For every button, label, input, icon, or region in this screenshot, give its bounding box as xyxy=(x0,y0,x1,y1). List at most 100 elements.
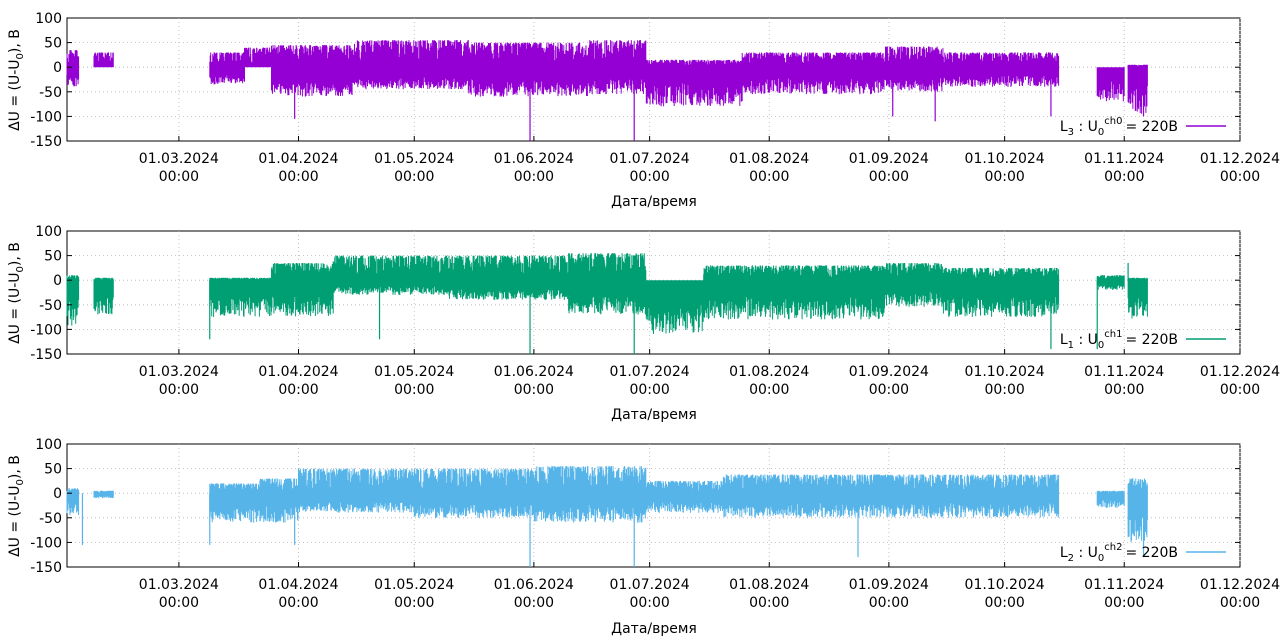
x-tick-label: 01.09.2024 xyxy=(849,151,929,167)
y-tick-label: -150 xyxy=(30,347,62,363)
x-tick-time: 00:00 xyxy=(984,169,1024,185)
x-tick-label: 01.05.2024 xyxy=(374,151,454,167)
x-tick-time: 00:00 xyxy=(159,382,199,398)
x-tick-time: 00:00 xyxy=(869,595,909,611)
x-tick-time: 00:00 xyxy=(1104,595,1144,611)
y-tick-label: 50 xyxy=(44,462,62,478)
x-tick-label: 01.07.2024 xyxy=(610,151,690,167)
chart-panel-3: 100 50 0 -50 -100 -150 01.03.2024 00:00 01.04.2… xyxy=(7,437,1280,637)
y-tick-label: 100 xyxy=(35,224,62,240)
x-tick-time: 00:00 xyxy=(514,382,554,398)
chart-1-y-axis-label: ΔU = (U-U0), В xyxy=(7,29,26,131)
x-tick-time: 00:00 xyxy=(514,595,554,611)
y-tick-label: 0 xyxy=(53,60,62,76)
chart-2-y-axis-label: ΔU = (U-U0), В xyxy=(7,242,26,344)
x-tick-label: 01.03.2024 xyxy=(139,151,219,167)
x-tick-label: 01.04.2024 xyxy=(258,364,338,380)
chart-1-x-ticks: 01.03.2024 00:00 01.04.2024 00:00 01.05.2024… xyxy=(139,136,1280,185)
x-tick-time: 00:00 xyxy=(1220,169,1260,185)
y-tick-label: 50 xyxy=(44,249,62,265)
x-tick-time: 00:00 xyxy=(278,382,318,398)
chart-3-legend: L2 : U0ch2 = 220В xyxy=(1060,542,1226,564)
y-tick-label: -150 xyxy=(30,560,62,576)
chart-panel-1: 100 50 0 -50 -100 -150 01.03.2024 00:00 01.04.2… xyxy=(7,11,1280,210)
x-tick-label: 01.12.2024 xyxy=(1200,151,1280,167)
x-tick-time: 00:00 xyxy=(749,169,789,185)
x-tick-time: 00:00 xyxy=(394,595,434,611)
x-tick-label: 01.09.2024 xyxy=(849,364,929,380)
x-tick-label: 01.07.2024 xyxy=(610,364,690,380)
x-tick-label: 01.03.2024 xyxy=(139,364,219,380)
chart-3-grid xyxy=(67,444,1241,567)
x-tick-label: 01.08.2024 xyxy=(729,577,809,593)
y-tick-label: -50 xyxy=(39,511,62,527)
x-tick-time: 00:00 xyxy=(984,595,1024,611)
x-tick-label: 01.09.2024 xyxy=(849,577,929,593)
x-tick-label: 01.11.2024 xyxy=(1084,577,1164,593)
chart-1-y-ticks: 100 50 0 -50 -100 -150 xyxy=(30,11,1240,150)
x-tick-time: 00:00 xyxy=(278,169,318,185)
y-tick-label: -50 xyxy=(39,298,62,314)
x-tick-time: 00:00 xyxy=(869,382,909,398)
x-tick-time: 00:00 xyxy=(159,595,199,611)
x-tick-time: 00:00 xyxy=(629,595,669,611)
y-tick-label: 100 xyxy=(35,11,62,27)
x-tick-time: 00:00 xyxy=(629,169,669,185)
chart-1-legend-label: L3 : U0ch0 = 220В xyxy=(1060,116,1178,138)
chart-1-legend: L3 : U0ch0 = 220В xyxy=(1060,116,1226,138)
series-envelope xyxy=(66,253,1148,334)
chart-1-x-axis-label: Дата/время xyxy=(611,194,697,210)
x-tick-time: 00:00 xyxy=(1104,382,1144,398)
x-tick-time: 00:00 xyxy=(278,595,318,611)
x-tick-label: 01.10.2024 xyxy=(965,364,1045,380)
y-tick-label: -150 xyxy=(30,134,62,150)
x-tick-label: 01.10.2024 xyxy=(965,151,1045,167)
x-tick-time: 00:00 xyxy=(1220,382,1260,398)
chart-3-x-ticks: 01.03.2024 00:00 01.04.2024 00:00 01.05.2024… xyxy=(139,562,1280,611)
x-tick-label: 01.07.2024 xyxy=(610,577,690,593)
x-tick-label: 01.05.2024 xyxy=(374,577,454,593)
x-tick-label: 01.12.2024 xyxy=(1200,577,1280,593)
x-tick-label: 01.12.2024 xyxy=(1200,364,1280,380)
y-tick-label: -100 xyxy=(30,109,62,125)
x-tick-label: 01.03.2024 xyxy=(139,577,219,593)
series-envelope xyxy=(66,40,1148,114)
chart-2-legend: L1 : U0ch1 = 220В xyxy=(1060,329,1226,351)
x-tick-label: 01.08.2024 xyxy=(729,151,809,167)
series-envelope xyxy=(66,466,1148,542)
y-tick-label: 50 xyxy=(44,36,62,52)
x-tick-time: 00:00 xyxy=(749,382,789,398)
chart-2-legend-label: L1 : U0ch1 = 220В xyxy=(1060,329,1178,351)
x-tick-label: 01.06.2024 xyxy=(494,577,574,593)
y-tick-label: -100 xyxy=(30,535,62,551)
x-tick-label: 01.06.2024 xyxy=(494,151,574,167)
x-tick-time: 00:00 xyxy=(629,382,669,398)
x-tick-time: 00:00 xyxy=(514,169,554,185)
chart-3-series xyxy=(66,466,1148,567)
x-tick-time: 00:00 xyxy=(749,595,789,611)
chart-3-y-axis-label: ΔU = (U-U0), В xyxy=(7,455,26,557)
x-tick-time: 00:00 xyxy=(1220,595,1260,611)
chart-1-grid xyxy=(67,18,1241,141)
y-tick-label: -100 xyxy=(30,322,62,338)
x-tick-label: 01.08.2024 xyxy=(729,364,809,380)
x-tick-time: 00:00 xyxy=(984,382,1024,398)
x-tick-time: 00:00 xyxy=(1104,169,1144,185)
x-tick-label: 01.10.2024 xyxy=(965,577,1045,593)
chart-3-legend-label: L2 : U0ch2 = 220В xyxy=(1060,542,1178,564)
chart-3-x-axis-label: Дата/время xyxy=(611,621,697,637)
y-tick-label: 0 xyxy=(53,273,62,289)
chart-3-y-ticks: 100 50 0 -50 -100 -150 xyxy=(30,437,1240,576)
x-tick-label: 01.06.2024 xyxy=(494,364,574,380)
x-tick-time: 00:00 xyxy=(869,169,909,185)
chart-1-series xyxy=(66,40,1148,141)
x-tick-label: 01.05.2024 xyxy=(374,364,454,380)
x-tick-time: 00:00 xyxy=(394,169,434,185)
x-tick-time: 00:00 xyxy=(159,169,199,185)
y-tick-label: 100 xyxy=(35,437,62,453)
x-tick-label: 01.11.2024 xyxy=(1084,364,1164,380)
x-tick-label: 01.04.2024 xyxy=(258,577,338,593)
chart-panel-2: 100 50 0 -50 -100 -150 01.03.2024 00:00 01.04.2… xyxy=(7,224,1280,423)
chart-2-series xyxy=(66,253,1148,354)
